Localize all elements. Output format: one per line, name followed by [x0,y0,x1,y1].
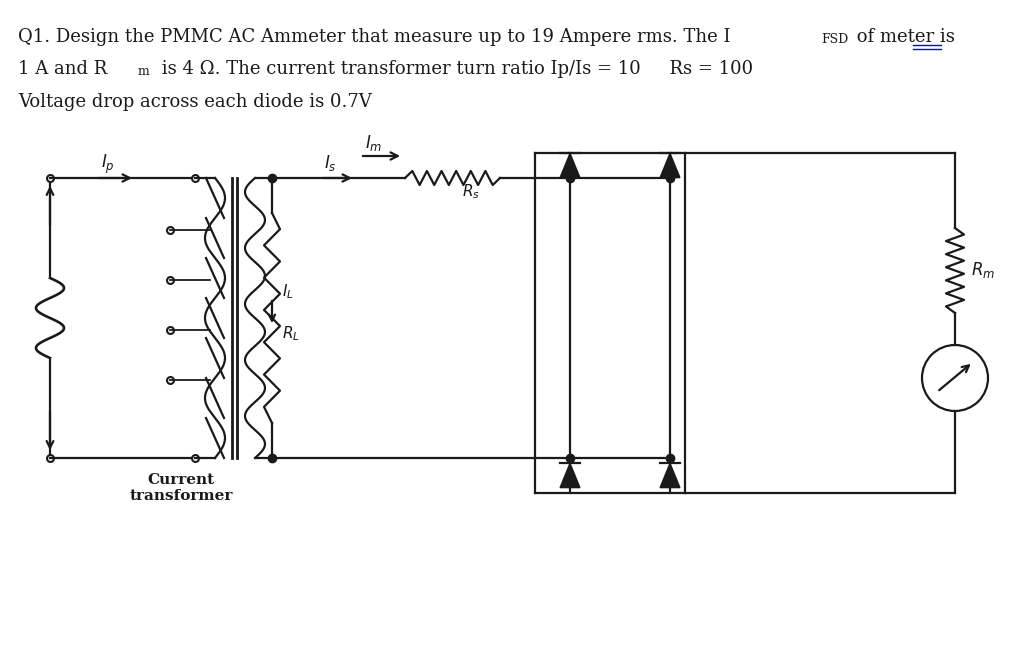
Text: $R_m$: $R_m$ [971,261,995,280]
Polygon shape [660,463,680,488]
Text: of meter is: of meter is [851,28,954,46]
Text: Voltage drop across each diode is 0.7V: Voltage drop across each diode is 0.7V [18,93,372,111]
Text: m: m [138,65,150,78]
Text: $I_m$: $I_m$ [365,133,382,153]
Text: 1 A and R: 1 A and R [18,60,107,78]
Text: Current
transformer: Current transformer [129,473,232,503]
Text: is 4 Ω. The current transformer turn ratio Ip/Is = 10     Rs = 100: is 4 Ω. The current transformer turn rat… [156,60,753,78]
Polygon shape [560,463,580,488]
Text: $I_p$: $I_p$ [101,153,115,176]
Text: $R_L$: $R_L$ [282,324,300,343]
Polygon shape [560,153,580,178]
Text: $I_s$: $I_s$ [324,153,337,173]
Polygon shape [660,153,680,178]
Text: Q1. Design the PMMC AC Ammeter that measure up to 19 Ampere rms. The I: Q1. Design the PMMC AC Ammeter that meas… [18,28,730,46]
Text: $I_L$: $I_L$ [282,282,293,301]
Text: $R_s$: $R_s$ [463,182,480,201]
Text: FSD: FSD [821,33,848,46]
